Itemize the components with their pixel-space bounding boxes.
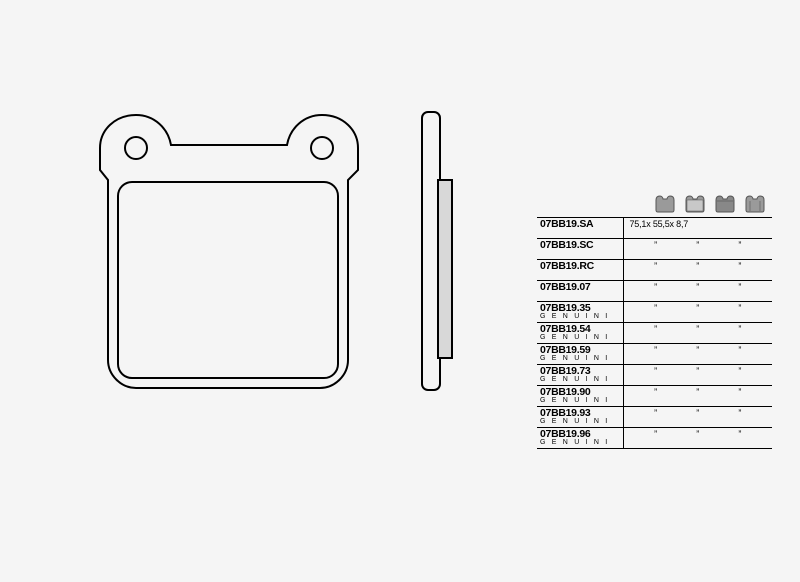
ditto-mark: ” bbox=[738, 408, 741, 418]
ditto-mark: ” bbox=[654, 240, 657, 250]
part-code: 07BB19.54G E N U I N I bbox=[537, 323, 623, 344]
genuini-label: G E N U I N I bbox=[540, 397, 620, 404]
ditto-mark: ” bbox=[696, 240, 699, 250]
part-code: 07BB19.96G E N U I N I bbox=[537, 428, 623, 449]
ditto-mark: ” bbox=[654, 366, 657, 376]
part-code: 07BB19.SA bbox=[537, 218, 623, 239]
ditto-mark: ” bbox=[738, 240, 741, 250]
part-code: 07BB19.RC bbox=[537, 260, 623, 281]
ditto-cell: ” ” ” bbox=[623, 260, 772, 281]
ditto-mark: ” bbox=[654, 282, 657, 292]
part-code: 07BB19.35G E N U I N I bbox=[537, 302, 623, 323]
ditto-cell: ” ” ” bbox=[623, 365, 772, 386]
ditto-mark: ” bbox=[654, 387, 657, 397]
ditto-mark: ” bbox=[696, 282, 699, 292]
ditto-cell: ” ” ” bbox=[623, 344, 772, 365]
ditto-mark: ” bbox=[696, 429, 699, 439]
ditto-cell: ” ” ” bbox=[623, 302, 772, 323]
table-row: 07BB19.54G E N U I N I ” ” ” bbox=[537, 323, 772, 344]
ditto-mark: ” bbox=[654, 324, 657, 334]
ditto-cell: ” ” ” bbox=[623, 386, 772, 407]
genuini-label: G E N U I N I bbox=[540, 418, 620, 425]
ditto-mark: ” bbox=[738, 303, 741, 313]
ditto-mark: ” bbox=[696, 387, 699, 397]
part-code: 07BB19.93G E N U I N I bbox=[537, 407, 623, 428]
ditto-mark: ” bbox=[654, 261, 657, 271]
ditto-mark: ” bbox=[696, 261, 699, 271]
table-row: 07BB19.59G E N U I N I ” ” ” bbox=[537, 344, 772, 365]
ditto-mark: ” bbox=[738, 429, 741, 439]
ditto-cell: ” ” ” bbox=[623, 281, 772, 302]
ditto-mark: ” bbox=[696, 324, 699, 334]
ditto-mark: ” bbox=[654, 345, 657, 355]
pad-icon-1 bbox=[654, 195, 676, 213]
table-row: 07BB19.90G E N U I N I ” ” ” bbox=[537, 386, 772, 407]
ditto-cell: ” ” ” bbox=[623, 407, 772, 428]
ditto-cell: ” ” ” bbox=[623, 239, 772, 260]
brake-pad-drawing bbox=[60, 100, 500, 450]
ditto-mark: ” bbox=[738, 387, 741, 397]
ditto-mark: ” bbox=[738, 282, 741, 292]
part-code: 07BB19.73G E N U I N I bbox=[537, 365, 623, 386]
genuini-label: G E N U I N I bbox=[540, 376, 620, 383]
ditto-mark: ” bbox=[696, 303, 699, 313]
genuini-label: G E N U I N I bbox=[540, 334, 620, 341]
ditto-mark: ” bbox=[696, 345, 699, 355]
ditto-mark: ” bbox=[738, 366, 741, 376]
part-code: 07BB19.SC bbox=[537, 239, 623, 260]
pad-hole-right bbox=[311, 137, 333, 159]
part-code: 07BB19.07 bbox=[537, 281, 623, 302]
genuini-label: G E N U I N I bbox=[540, 439, 620, 446]
ditto-mark: ” bbox=[738, 324, 741, 334]
ditto-mark: ” bbox=[696, 366, 699, 376]
pad-svg bbox=[60, 100, 500, 420]
ditto-cell: ” ” ” bbox=[623, 323, 772, 344]
ditto-mark: ” bbox=[654, 429, 657, 439]
table-row: 07BB19.SC ” ” ” bbox=[537, 239, 772, 260]
part-table: 07BB19.SA75,1x 55,5x 8,707BB19.SC”””07BB… bbox=[537, 217, 772, 449]
part-code: 07BB19.59G E N U I N I bbox=[537, 344, 623, 365]
table-row: 07BB19.93G E N U I N I ” ” ” bbox=[537, 407, 772, 428]
pad-icon-3 bbox=[714, 195, 736, 213]
pad-icon-2 bbox=[684, 195, 706, 213]
table-row: 07BB19.07 ” ” ” bbox=[537, 281, 772, 302]
pad-hole-left bbox=[125, 137, 147, 159]
pad-icon-4 bbox=[744, 195, 766, 213]
table-row: 07BB19.SA75,1x 55,5x 8,7 bbox=[537, 218, 772, 239]
table-row: 07BB19.RC ” ” ” bbox=[537, 260, 772, 281]
dimensions-cell: 75,1x 55,5x 8,7 bbox=[623, 218, 772, 239]
pad-side-inner bbox=[438, 180, 452, 358]
ditto-mark: ” bbox=[738, 261, 741, 271]
part-code: 07BB19.90G E N U I N I bbox=[537, 386, 623, 407]
table-row: 07BB19.35G E N U I N I ” ” ” bbox=[537, 302, 772, 323]
genuini-label: G E N U I N I bbox=[540, 355, 620, 362]
pad-front-outline bbox=[100, 115, 358, 388]
ditto-mark: ” bbox=[738, 345, 741, 355]
genuini-label: G E N U I N I bbox=[540, 313, 620, 320]
table-row: 07BB19.96G E N U I N I ” ” ” bbox=[537, 428, 772, 449]
part-table-area: 07BB19.SA75,1x 55,5x 8,707BB19.SC”””07BB… bbox=[537, 195, 772, 449]
pad-inner-rect bbox=[118, 182, 338, 378]
icon-row bbox=[537, 195, 772, 213]
ditto-mark: ” bbox=[696, 408, 699, 418]
ditto-cell: ” ” ” bbox=[623, 428, 772, 449]
ditto-mark: ” bbox=[654, 303, 657, 313]
ditto-mark: ” bbox=[654, 408, 657, 418]
table-row: 07BB19.73G E N U I N I ” ” ” bbox=[537, 365, 772, 386]
